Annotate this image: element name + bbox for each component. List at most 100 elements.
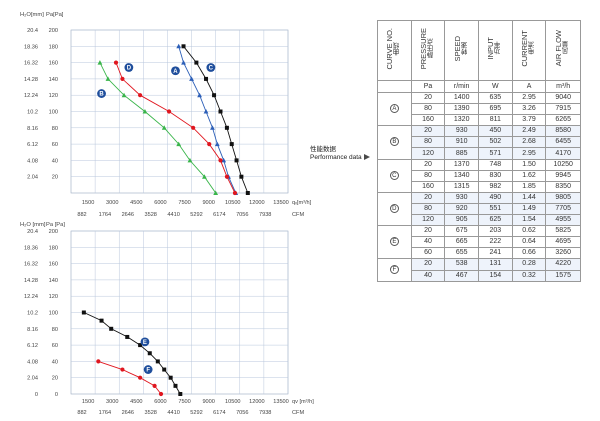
x-tick-label: 7500 (178, 399, 190, 405)
x-tick-label: 4500 (130, 399, 142, 405)
curve-badge-text: A (173, 69, 178, 75)
table-cell: 885 (444, 147, 480, 160)
series-b (97, 60, 219, 195)
cfm-tick-label: 7056 (236, 212, 248, 218)
y-tick-label-mm: 16.32 (24, 262, 38, 268)
table-cell: 0.28 (511, 258, 547, 271)
data-point (221, 157, 227, 163)
data-point (96, 359, 101, 364)
curve-no-cell: B (377, 125, 412, 160)
table-cell: 930 (444, 125, 480, 138)
table-row: 80 920 551 1.49 7705 (378, 202, 581, 216)
y-tick-label-pa: 180 (49, 44, 58, 50)
y-tick-label-pa: 100 (49, 110, 58, 116)
curve-no-cell: D (377, 191, 412, 227)
y-tick-label-pa: 160 (49, 61, 58, 67)
header-text-cn: 转速 (461, 42, 469, 55)
data-point (138, 343, 143, 348)
header-curve-no: CURVE NO. 曲线 (377, 20, 412, 81)
unit-cell (377, 80, 412, 93)
table-row: 160 1315 982 1.85 8350 (378, 180, 581, 193)
table-cell: 120 (410, 147, 446, 160)
data-point (191, 125, 196, 130)
table-cell: 635 (478, 91, 513, 105)
y-tick-label-mm: 0 (35, 392, 38, 398)
table-cell: 9040 (545, 91, 581, 105)
table-cell: 982 (478, 180, 513, 193)
curve-label-a: A (171, 66, 180, 76)
y-tick-label-mm: 8.16 (27, 327, 38, 333)
data-point (245, 191, 250, 195)
y-axis-label-mm: H₂O [mm] (20, 222, 46, 228)
table-cell: 2.49 (511, 125, 547, 138)
x-axis-label: qv [m³/h] (292, 399, 314, 405)
data-point (142, 109, 148, 114)
data-point (138, 375, 143, 380)
header-text: CURVE NO. (385, 27, 395, 70)
x-tick-label: 3000 (106, 200, 118, 206)
table-cell: 811 (478, 114, 513, 127)
data-point (204, 76, 209, 81)
curve-no-mark: C (389, 170, 399, 180)
cfm-tick-label: 1764 (99, 410, 111, 416)
header-text-cn: 风量 (563, 42, 571, 55)
y-tick-label-mm: 12.24 (24, 294, 38, 300)
table-cell: 538 (444, 258, 480, 271)
y-tick-label-pa: 140 (49, 77, 58, 83)
header-speed: SPEED 转速 (444, 20, 480, 81)
table-cell: 160 (410, 114, 446, 127)
y-tick-label-pa: 160 (49, 262, 58, 268)
curve-badge (124, 63, 134, 72)
table-row: 40 467 154 0.32 1575 (378, 269, 581, 282)
x-tick-label: 6000 (154, 399, 166, 405)
y-tick-label-mm: 6.12 (27, 343, 38, 349)
y-tick-label-pa: 40 (52, 158, 58, 164)
table-cell: 1370 (444, 158, 480, 171)
header-text-cn: 电流 (529, 42, 537, 55)
table-cell: 80 (410, 169, 446, 182)
table-cell: 154 (478, 269, 513, 282)
curve-no-mark: A (389, 104, 399, 114)
x-tick-label: 13500 (273, 200, 289, 206)
table-row: A 20 1400 635 2.95 9040 (377, 91, 581, 127)
table-cell: 0.62 (511, 225, 547, 238)
data-point (162, 367, 167, 372)
cfm-tick-label: 3528 (144, 410, 156, 416)
table-header-row: CURVE NO. 曲线 PRESSURE 静压点 SPEED 转速 INPUT 功率 … (377, 20, 581, 81)
data-point (218, 109, 223, 114)
table-cell: 910 (444, 136, 480, 149)
curve-badge-text: B (99, 92, 104, 98)
table-row: 160 1320 811 3.79 6265 (378, 114, 581, 127)
table-cell: 625 (478, 214, 513, 227)
data-point (155, 359, 160, 364)
table-cell: 20 (410, 191, 446, 204)
table-cell: 1400 (444, 91, 480, 105)
data-point (158, 391, 164, 397)
table-cell: 120 (410, 214, 446, 227)
table-row: C 20 1370 748 1.50 10250 (377, 158, 581, 193)
data-point (109, 326, 114, 331)
y-tick-label-mm: 18.36 (24, 44, 38, 50)
table-cell: 160 (410, 180, 446, 193)
y-tick-label-mm: 20.4 (27, 229, 38, 235)
table-cell: 20 (410, 125, 446, 138)
table-cell: 10250 (545, 158, 581, 171)
table-cell: 9805 (545, 191, 581, 204)
curve-no-mark: E (389, 237, 399, 247)
data-point (218, 158, 223, 163)
unit-cell: m³/h (545, 80, 581, 93)
table-cell: 930 (444, 191, 480, 204)
table-row: E 20 675 203 0.62 5825 (377, 225, 581, 260)
cfm-tick-label: 882 (77, 212, 86, 218)
data-point (120, 367, 125, 372)
table-cell: 450 (478, 125, 513, 138)
table-cell: 655 (444, 247, 480, 260)
cfm-tick-label: 2646 (122, 410, 134, 416)
x-tick-label: 4500 (130, 200, 142, 206)
curve-badge-text: D (127, 66, 132, 72)
table-cell: 502 (478, 136, 513, 149)
table-cell: 2.95 (511, 147, 547, 160)
curve-label-b: B (97, 89, 106, 98)
data-point (212, 93, 217, 98)
curve-badge (171, 66, 180, 76)
